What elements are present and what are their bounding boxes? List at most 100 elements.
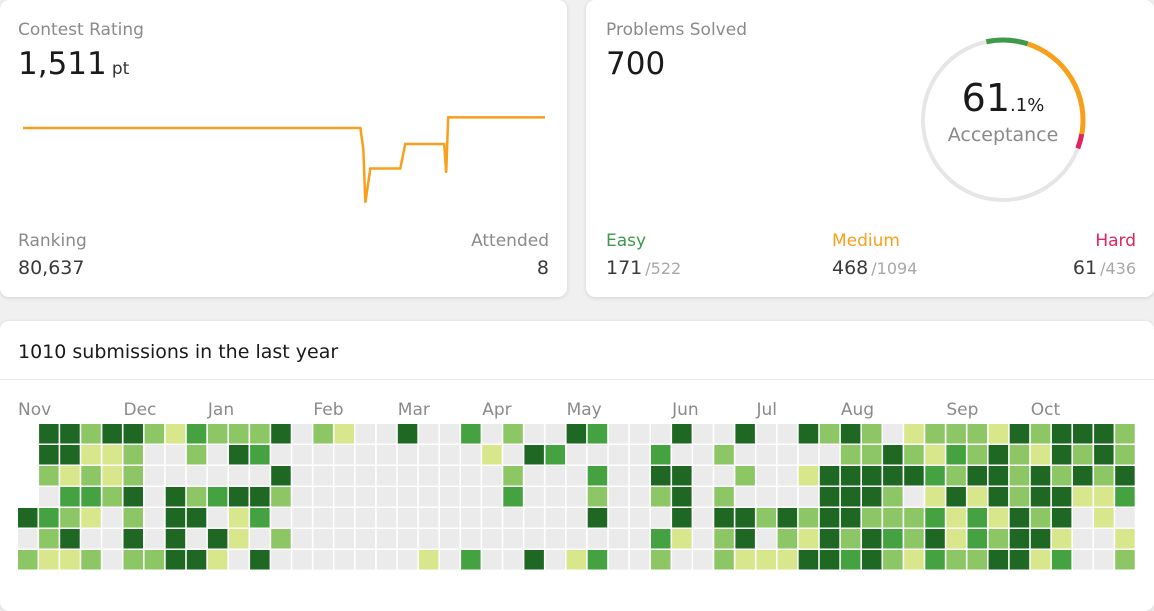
heatmap-cell [629, 508, 650, 528]
heatmap-cell [967, 508, 987, 528]
heatmap-cell [81, 550, 101, 570]
heatmap-cell [334, 466, 354, 486]
acceptance-label: Acceptance [947, 124, 1059, 146]
heatmap-cell [123, 466, 143, 486]
heatmap-cell [482, 424, 502, 444]
heatmap-cell [250, 508, 270, 528]
heatmap-cell [39, 466, 59, 486]
heatmap-cell [904, 424, 924, 444]
heatmap-cell [693, 508, 713, 528]
heatmap-cell [39, 550, 59, 570]
heatmap-cell [629, 529, 650, 549]
heatmap-cell [482, 487, 502, 507]
heatmap-cell [376, 466, 397, 486]
heatmap-cell [102, 529, 122, 549]
heatmap-cell [292, 466, 312, 486]
heatmap-cell [461, 424, 481, 444]
divider [0, 379, 1154, 380]
heatmap-cell [608, 487, 629, 507]
month-label: Jul [756, 400, 778, 420]
heatmap-cell [988, 550, 1009, 570]
heatmap-cell [566, 508, 587, 528]
heatmap-cell [1030, 487, 1051, 507]
heatmap: Nov Dec Jan Feb Mar Apr May Jun Jul Aug Sep Oct [18, 400, 1135, 570]
heatmap-cell [967, 445, 987, 465]
heatmap-cell [1073, 508, 1093, 528]
heatmap-cell [883, 550, 903, 570]
heatmap-cell [250, 466, 270, 486]
heatmap-cell [735, 424, 755, 444]
heatmap-cell [18, 508, 38, 528]
heatmap-cell [608, 466, 629, 486]
heatmap-cell [39, 487, 59, 507]
heatmap-cell [1051, 550, 1072, 570]
heatmap-cell [629, 424, 650, 444]
rating-card: Contest Rating 1,511 pt Ranking 80,637 A… [0, 0, 567, 297]
heatmap-cell [186, 466, 207, 486]
heatmap-cell [440, 424, 460, 444]
heatmap-cell [440, 487, 460, 507]
heatmap-cell [967, 550, 987, 570]
difficulty-total: 436 [1105, 259, 1136, 278]
month-label: May [567, 400, 602, 420]
heatmap-cell [587, 445, 608, 465]
heatmap-cell [840, 466, 861, 486]
heatmap-cell [1115, 466, 1135, 486]
heatmap-cell [545, 487, 565, 507]
difficulty-separator: / [645, 259, 651, 278]
heatmap-cell [1009, 550, 1030, 570]
heatmap-cell [397, 529, 418, 549]
heatmap-cell [651, 466, 671, 486]
heatmap-cell [925, 424, 945, 444]
month-label: Aug [841, 400, 874, 420]
heatmap-cell [672, 508, 692, 528]
heatmap-cell [545, 550, 565, 570]
heatmap-cell [250, 424, 270, 444]
heatmap-cell [883, 466, 903, 486]
heatmap-cell [904, 508, 924, 528]
heatmap-cell [946, 508, 966, 528]
heatmap-cell [123, 529, 143, 549]
heatmap-cell [1073, 424, 1093, 444]
heatmap-cell [967, 424, 987, 444]
heatmap-cell [81, 487, 101, 507]
rating-unit: pt [111, 59, 130, 79]
heatmap-cell [693, 487, 713, 507]
month-label: Mar [398, 400, 430, 420]
heatmap-cell [355, 550, 376, 570]
heatmap-cell [165, 466, 186, 486]
heatmap-cell [798, 445, 819, 465]
heatmap-cell [271, 424, 291, 444]
heatmap-cell [1030, 424, 1051, 444]
heatmap-cell [735, 445, 755, 465]
heatmap-cell [1073, 550, 1093, 570]
heatmap-cell [1115, 529, 1135, 549]
heatmap-cell [81, 508, 101, 528]
heatmap-cell [461, 445, 481, 465]
heatmap-cell [1115, 508, 1135, 528]
heatmap-cell [229, 487, 249, 507]
heatmap-cell [165, 445, 186, 465]
heatmap-cell [292, 487, 312, 507]
heatmap-cell [840, 508, 861, 528]
heatmap-cell [524, 466, 544, 486]
heatmap-cell [904, 445, 924, 465]
heatmap-cell [123, 508, 143, 528]
heatmap-cell [756, 487, 776, 507]
heatmap-cell [440, 508, 460, 528]
heatmap-cell [1030, 508, 1051, 528]
heatmap-cell [334, 529, 354, 549]
heatmap-cell [60, 508, 80, 528]
heatmap-cell [672, 424, 692, 444]
heatmap-cell [819, 445, 840, 465]
heatmap-cell [397, 445, 418, 465]
heatmap-cell [545, 529, 565, 549]
heatmap-cell [819, 529, 840, 549]
heatmap-cell [862, 424, 882, 444]
heatmap-cell [18, 529, 38, 549]
donut [921, 37, 1086, 202]
heatmap-cell [862, 508, 882, 528]
heatmap-cell [946, 466, 966, 486]
heatmap-cell [988, 508, 1009, 528]
month-label: Jun [671, 400, 699, 420]
